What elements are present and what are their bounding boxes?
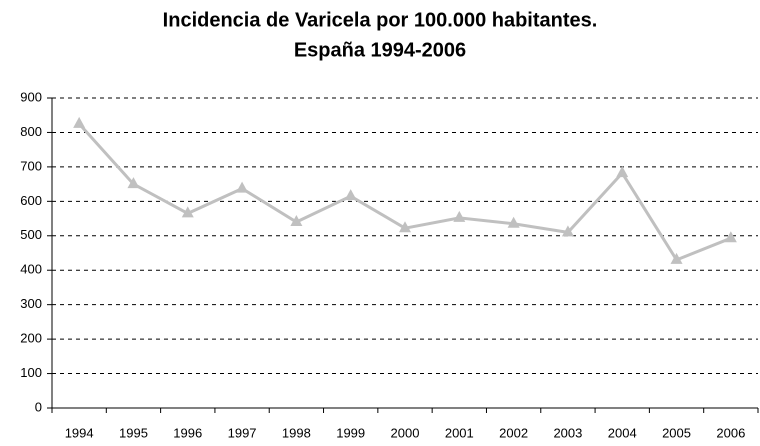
x-tick-label: 1998 [282,425,311,440]
x-tick-label: 1999 [336,425,365,440]
marker [724,231,737,243]
marker [344,189,357,201]
x-tick-label: 2001 [445,425,474,440]
y-tick-label: 300 [20,296,42,311]
line [78,122,732,262]
y-tick-label: 900 [20,89,42,104]
marker [181,206,194,218]
y-tick-label: 400 [20,262,42,277]
marker [399,221,411,233]
x-tick-label: 2002 [499,425,528,440]
y-tick-label: 200 [20,331,42,346]
x-tick-label: 1996 [173,425,202,440]
y-tick-label: 500 [20,227,42,242]
x-tick-label: 2005 [662,425,691,440]
y-tick-label: 100 [20,365,42,380]
chart-subtitle: España 1994-2006 [294,39,466,61]
marker [290,215,303,226]
x-tick-label: 2000 [391,425,420,440]
y-tick-label: 600 [20,193,42,208]
marker [127,177,140,189]
y-tick-label: 800 [20,124,42,139]
marker [236,181,249,193]
marker [73,116,86,128]
x-tick-label: 2003 [553,425,582,440]
chart-title: Incidencia de Varicela por 100.000 habit… [163,9,598,31]
marker [616,166,629,178]
marker [507,216,520,228]
x-tick-label: 2004 [608,425,637,440]
marker [453,210,466,222]
marker [561,225,574,237]
x-tick-label: 1995 [119,425,148,440]
x-tick-label: 2006 [716,425,745,440]
y-tick-label: 700 [20,158,42,173]
y-tick-label: 0 [35,399,42,414]
x-tick-label: 1997 [228,425,257,440]
x-tick-label: 1994 [65,425,94,440]
marker [670,252,683,264]
